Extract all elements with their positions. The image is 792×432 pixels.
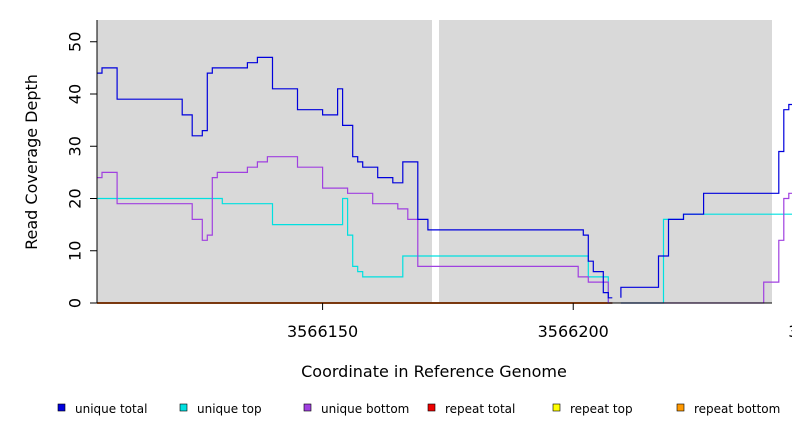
y-tick-label: 0 (66, 298, 85, 308)
legend-swatch-unique-top (179, 403, 188, 412)
series-line-unique-bottom (97, 156, 792, 304)
gap-divider (432, 20, 439, 303)
legend-label-repeat-top: repeat top (570, 402, 633, 416)
x-tick-label: 3566250 (788, 322, 792, 341)
x-ticks: 3566150356620035662503566300 (287, 303, 792, 341)
legend-swatch-unique-bottom (303, 403, 312, 412)
legend: unique total unique top unique bottom repea… (57, 402, 780, 416)
series-line-unique-total (97, 56, 792, 299)
y-tick-label: 50 (66, 32, 85, 52)
y-tick-label: 10 (66, 241, 85, 261)
legend-swatch-unique-total (57, 403, 66, 412)
legend-label-repeat-bottom: repeat bottom (694, 402, 780, 416)
x-tick-label: 3566150 (287, 322, 358, 341)
legend-swatch-repeat-top (552, 403, 561, 412)
legend-label-unique-top: unique top (197, 402, 262, 416)
legend-label-unique-bottom: unique bottom (321, 402, 409, 416)
x-axis-label: Coordinate in Reference Genome (301, 362, 567, 381)
y-tick-label: 40 (66, 84, 85, 104)
y-ticks: 0 10 20 30 40 50 (66, 32, 97, 308)
y-axis-label: Read Coverage Depth (22, 74, 41, 250)
x-tick-label: 3566200 (538, 322, 609, 341)
legend-swatch-repeat-bottom (676, 403, 685, 412)
legend-swatch-repeat-total (427, 403, 436, 412)
y-tick-label: 20 (66, 188, 85, 208)
legend-label-unique-total: unique total (75, 402, 147, 416)
y-tick-label: 30 (66, 136, 85, 156)
legend-label-repeat-total: repeat total (445, 402, 515, 416)
